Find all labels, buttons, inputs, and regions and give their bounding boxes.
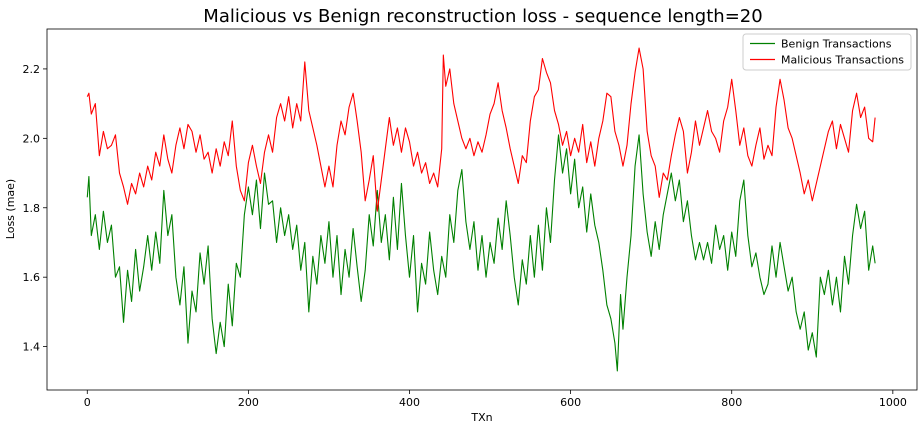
y-tick-label: 1.8 — [23, 202, 41, 215]
legend-label-benign: Benign Transactions — [781, 38, 892, 51]
y-axis-label: Loss (mae) — [4, 179, 17, 239]
y-axis: 1.4 1.6 1.8 2.0 2.2 — [23, 63, 47, 354]
y-tick-label: 1.6 — [23, 271, 41, 284]
plot-frame — [46, 28, 918, 391]
x-tick-label: 600 — [560, 396, 581, 409]
x-axis-label: TXn — [470, 411, 492, 424]
legend-label-malicious: Malicious Transactions — [781, 54, 904, 67]
y-tick-label: 1.4 — [23, 341, 41, 354]
legend-frame — [742, 33, 912, 71]
y-tick-label: 2.2 — [23, 63, 41, 76]
plot-area — [46, 28, 918, 391]
legend: Benign Transactions Malicious Transactio… — [742, 33, 912, 71]
x-tick-label: 1000 — [879, 396, 907, 409]
x-axis: 0 200 400 600 800 1000 — [84, 390, 907, 409]
x-tick-label: 0 — [84, 396, 91, 409]
x-tick-label: 400 — [399, 396, 420, 409]
x-tick-label: 200 — [238, 396, 259, 409]
series-line-benign — [86, 134, 876, 372]
chart-title: Malicious vs Benign reconstruction loss … — [203, 6, 762, 27]
series-line-malicious — [86, 47, 876, 212]
x-tick-label: 800 — [721, 396, 742, 409]
y-tick-label: 2.0 — [23, 132, 41, 145]
